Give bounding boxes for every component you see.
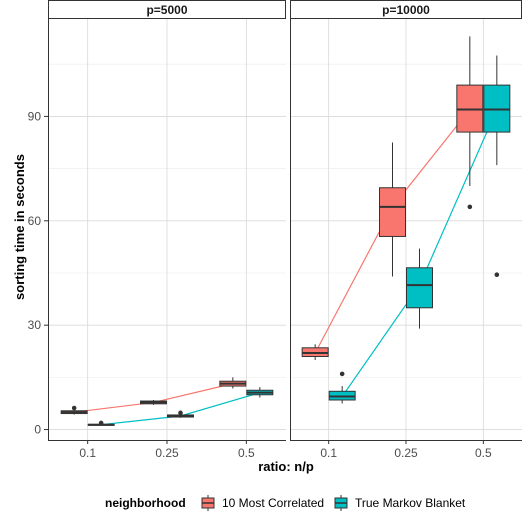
box-most-correlated-0.5 [456,36,484,210]
outlier-point [98,420,104,426]
legend-entry: 10 Most Correlated [201,495,324,511]
y-tick-label: 90 [28,109,42,123]
legend-label: 10 Most Correlated [222,496,324,510]
outlier-point [339,371,345,377]
legend-label: True Markov Blanket [355,496,466,510]
legend-title: neighborhood [105,496,186,510]
x-tick-label: 0.5 [238,446,255,460]
outlier-point [71,405,77,411]
facet-label: p=10000 [382,3,430,17]
outlier-point [178,410,183,416]
facet-label: p=5000 [146,3,187,17]
legend-entry: True Markov Blanket [334,495,466,511]
y-tick-label: 30 [28,318,42,332]
y-axis-title: sorting time in seconds [12,154,27,300]
y-tick-label: 0 [34,423,41,437]
box-most-correlated-0.5 [219,377,247,389]
y-axis: 0 30 60 90 [28,109,48,437]
panel-1: p=5000 0.1 0.25 0.5 [48,0,286,460]
y-tick-label: 60 [28,214,42,228]
box-markov-blanket-0.25 [406,248,433,329]
x-tick-label: 0.5 [475,446,492,460]
outlier-point [467,204,473,210]
box-markov-blanket-0.1 [87,420,115,426]
x-tick-label: 0.25 [394,446,418,460]
x-tick-label: 0.1 [320,446,337,460]
x-axis-title: ratio: n/p [258,459,314,474]
median-line-markov-blanket [101,392,261,426]
box-body [379,187,406,237]
box-markov-blanket-0.5 [483,55,511,278]
box-markov-blanket-0.1 [328,371,356,404]
box-markov-blanket-0.5 [246,387,274,398]
x-tick-label: 0.1 [79,446,96,460]
x-tick-label: 0.25 [155,446,179,460]
legend: neighborhood 10 Most Correlated True Marko… [105,495,466,511]
facet-strip [48,0,286,19]
panel-2: p=10000 0.1 0.25 0.5 [290,0,522,460]
outlier-point [494,272,500,278]
box-most-correlated-0.1 [301,344,329,360]
box-most-correlated-0.1 [60,405,88,415]
box-most-correlated-0.25 [140,399,167,405]
panels-layer: p=5000 0.1 0.25 0.5 p=10000 0.1 0.25 0.5 [48,0,522,460]
box-markov-blanket-0.25 [167,410,194,418]
box-most-correlated-0.25 [379,142,406,277]
box-body [406,267,433,309]
